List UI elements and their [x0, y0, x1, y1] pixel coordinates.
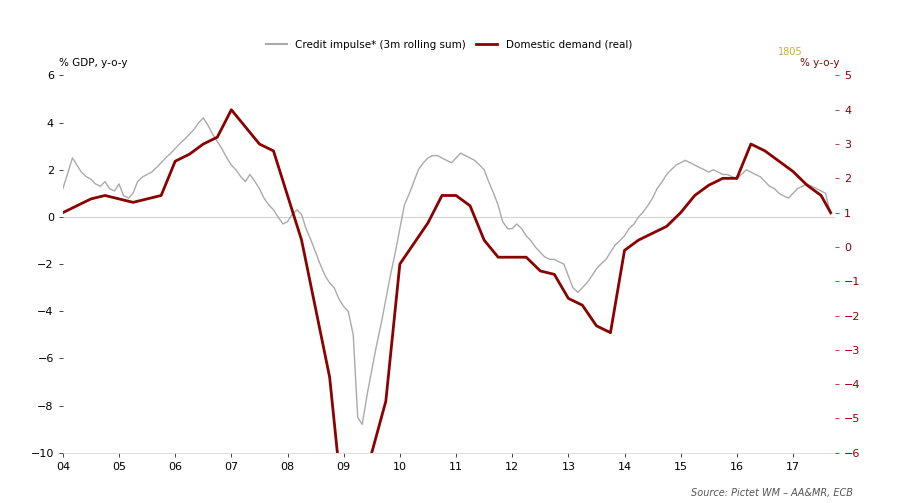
Text: % GDP, y-o-y: % GDP, y-o-y	[59, 58, 128, 68]
Legend: Credit impulse* (3m rolling sum), Domestic demand (real): Credit impulse* (3m rolling sum), Domest…	[262, 35, 636, 54]
Text: % y-o-y: % y-o-y	[799, 58, 839, 68]
Text: Euro area credit impulse and domestic demand: Euro area credit impulse and domestic de…	[18, 27, 497, 45]
Text: Source: Pictet WM – AA&MR, ECB: Source: Pictet WM – AA&MR, ECB	[691, 488, 853, 498]
Text: 1805: 1805	[778, 47, 803, 57]
Text: PICTET: PICTET	[805, 20, 880, 39]
